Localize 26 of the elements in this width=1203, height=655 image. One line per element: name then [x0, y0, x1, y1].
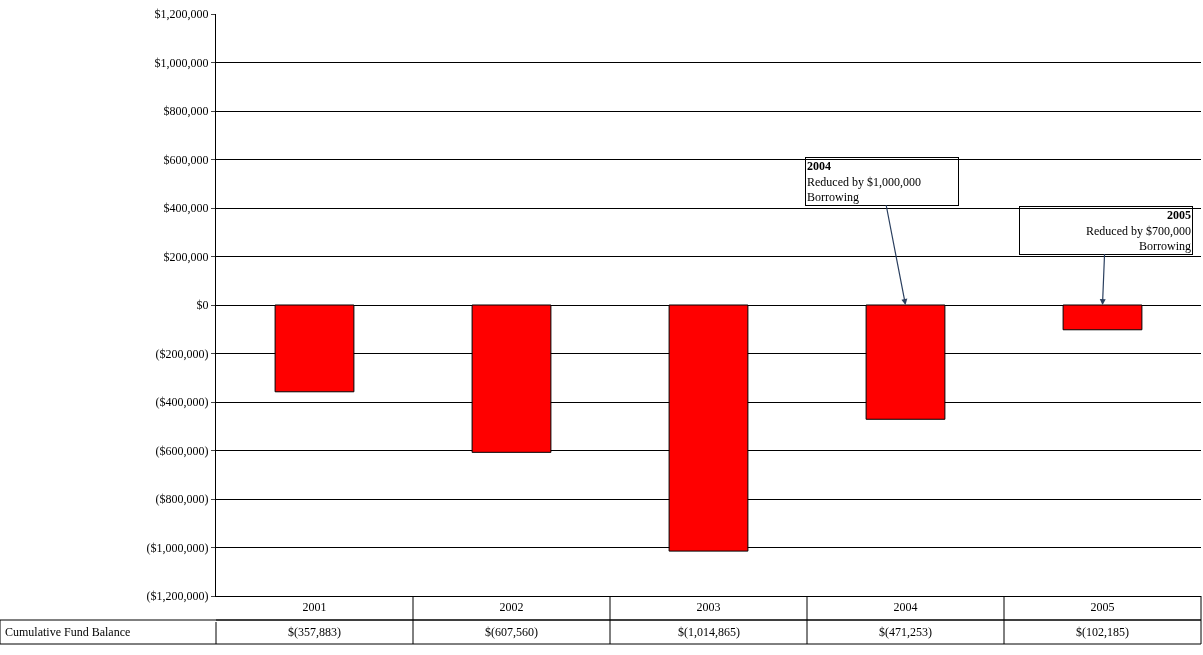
y-tick-label: ($600,000): [155, 443, 209, 458]
data-label: $(102,185): [1076, 625, 1129, 639]
x-tick-label: 2005: [1090, 600, 1115, 615]
annotation: 2005 Reduced by $700,000 Borrowing: [1086, 208, 1191, 254]
y-tick-label: ($1,000,000): [146, 540, 209, 555]
y-tick-label: ($800,000): [155, 492, 209, 507]
y-tick-label: $800,000: [163, 104, 209, 119]
annotation: 2004 Reduced by $1,000,000 Borrowing: [807, 159, 921, 205]
data-label: $(1,014,865): [678, 625, 740, 639]
y-tick-label: ($400,000): [155, 395, 209, 410]
y-tick-label: ($200,000): [155, 346, 209, 361]
y-tick-label: $0: [196, 298, 209, 313]
y-tick-label: $200,000: [163, 249, 209, 264]
legend-label: Cumulative Fund Balance: [5, 625, 131, 639]
x-tick-label: 2003: [696, 600, 721, 615]
y-tick-label: $600,000: [163, 152, 209, 167]
x-tick-label: 2004: [893, 600, 918, 615]
x-tick-label: 2001: [302, 600, 327, 615]
y-tick-label: $1,000,000: [154, 55, 209, 70]
data-label: $(357,883): [288, 625, 341, 639]
data-label: $(471,253): [879, 625, 932, 639]
y-tick-label: $1,200,000: [154, 7, 209, 22]
y-tick-label: ($1,200,000): [146, 589, 209, 604]
data-label: $(607,560): [485, 625, 538, 639]
x-tick-label: 2002: [499, 600, 524, 615]
y-tick-label: $400,000: [163, 201, 209, 216]
